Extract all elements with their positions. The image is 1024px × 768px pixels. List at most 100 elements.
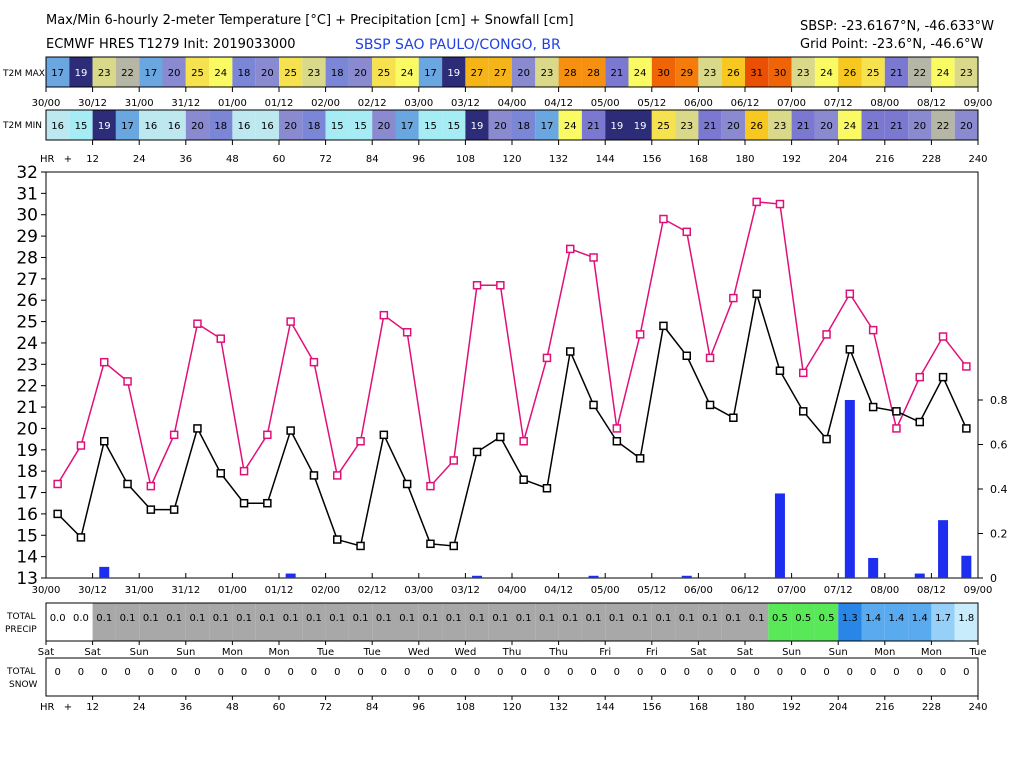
max-cell [325,57,349,87]
snow-cell-value: 0 [334,667,340,678]
max-temp-marker [53,479,62,489]
day-tick-label: Mon [268,647,289,658]
max-temp-marker [519,436,528,446]
min-cell [605,110,629,140]
max-cell [768,57,792,87]
max-temp-marker [729,293,738,303]
max-temp-marker [146,481,156,491]
hr-bottom-tick-label: 36 [179,702,192,713]
plot-area [45,171,979,579]
snow-cell-value: 0 [800,667,806,678]
precip-cell [115,603,140,641]
max-row-label: T2M MAX [2,69,45,79]
min-cell-value: 20 [494,121,507,132]
precip-cell-value: 1.7 [935,613,951,624]
precip-cell-value: 1.4 [865,613,881,624]
max-cell-value: 25 [377,68,390,79]
hr-bottom-tick-label: 120 [502,702,521,713]
max-temp-marker [286,317,295,326]
max-temp-marker [799,368,808,378]
max-temp-marker [309,357,319,367]
min-cell-value: 19 [98,121,111,132]
hr-bottom-tick-label: 216 [875,702,894,713]
min-cell-value: 16 [238,121,251,132]
min-cell [69,110,93,140]
precip-cell-value: 0.1 [96,613,112,624]
date-tick-label: 03/00 [404,98,433,109]
hr-tick-label: 48 [226,154,239,165]
max-cell-value: 27 [494,68,507,79]
min-temp-marker [682,351,691,361]
y-right-tick-label: 0.2 [990,528,1008,541]
hr-label-bottom: HR [40,702,55,713]
max-cell-value: 21 [610,68,623,79]
precip-cell [209,603,233,641]
precip-bar [844,400,855,578]
precip-cell [325,603,349,641]
precip-cell-value: 0.1 [632,613,648,624]
max-cell-value: 18 [238,68,251,79]
max-temp-marker [426,481,435,491]
precip-cell [465,603,489,641]
min-cell-value: 21 [867,121,880,132]
max-cell-value: 20 [354,68,367,79]
precip-cell-value: 0.1 [446,613,462,624]
y-left-tick-label: 18 [16,462,38,482]
max-cell-value: 23 [541,68,554,79]
precip-cell-value: 1.8 [958,613,974,624]
hr-bottom-tick-label: 60 [273,702,286,713]
plot-x-tick-label: 04/00 [498,585,527,596]
plot-x-tick-label: 01/00 [218,585,247,596]
max-cell [46,57,70,87]
y-left-tick-label: 29 [16,227,38,247]
min-temp-marker [309,471,319,480]
min-temp-marker [239,498,249,508]
precip-cell [185,603,210,641]
min-temp-marker [542,484,552,493]
y-right-tick-label: 0.4 [990,483,1008,496]
min-cell-value: 24 [564,121,577,132]
precip-cell [698,603,722,641]
precip-cell-value: 0.1 [725,613,741,624]
plot-x-tick-label: 08/12 [917,585,946,596]
min-temp-marker [729,413,738,422]
max-cell-value: 24 [401,68,414,79]
min-cell-value: 20 [913,121,926,132]
precip-cell [488,603,512,641]
snow-cell-value: 0 [124,667,130,678]
min-cell-value: 21 [890,121,903,132]
hr-tick-label: 84 [366,154,379,165]
snow-cell-value: 0 [940,667,946,678]
date-tick-label: 05/12 [637,98,666,109]
snow-cell-value: 0 [218,667,224,678]
snow-cell-value: 0 [54,667,60,678]
day-tick-label: Thu [548,647,568,658]
max-cell [418,57,443,87]
precip-cell-value: 1.4 [888,613,904,624]
max-cell-value: 27 [471,68,484,79]
date-tick-label: 31/00 [125,98,154,109]
precip-cell [628,603,652,641]
min-cell [302,110,326,140]
min-cell-value: 15 [354,121,367,132]
max-temp-marker [169,430,179,440]
precip-cell-value: 0.1 [679,613,695,624]
min-cell-value: 16 [51,121,64,132]
min-cell-value: 15 [75,121,88,132]
precip-cell [721,603,745,641]
hr-bottom-tick-label: 192 [782,702,801,713]
min-cell [721,110,745,140]
max-temp-marker [635,330,645,339]
max-cell [535,57,559,87]
snow-cell-value: 0 [78,667,84,678]
min-cell-value: 16 [144,121,157,132]
max-cell-value: 21 [890,68,903,79]
model-info: ECMWF HRES T1279 Init: 2019033000 [46,37,296,52]
max-cell [372,57,396,87]
min-cell [675,110,699,140]
min-temp-marker [356,541,365,551]
hr-tick-label: 180 [735,154,754,165]
min-temp-marker [216,469,225,478]
min-cell-value: 20 [284,121,297,132]
max-cell-value: 23 [960,68,973,79]
